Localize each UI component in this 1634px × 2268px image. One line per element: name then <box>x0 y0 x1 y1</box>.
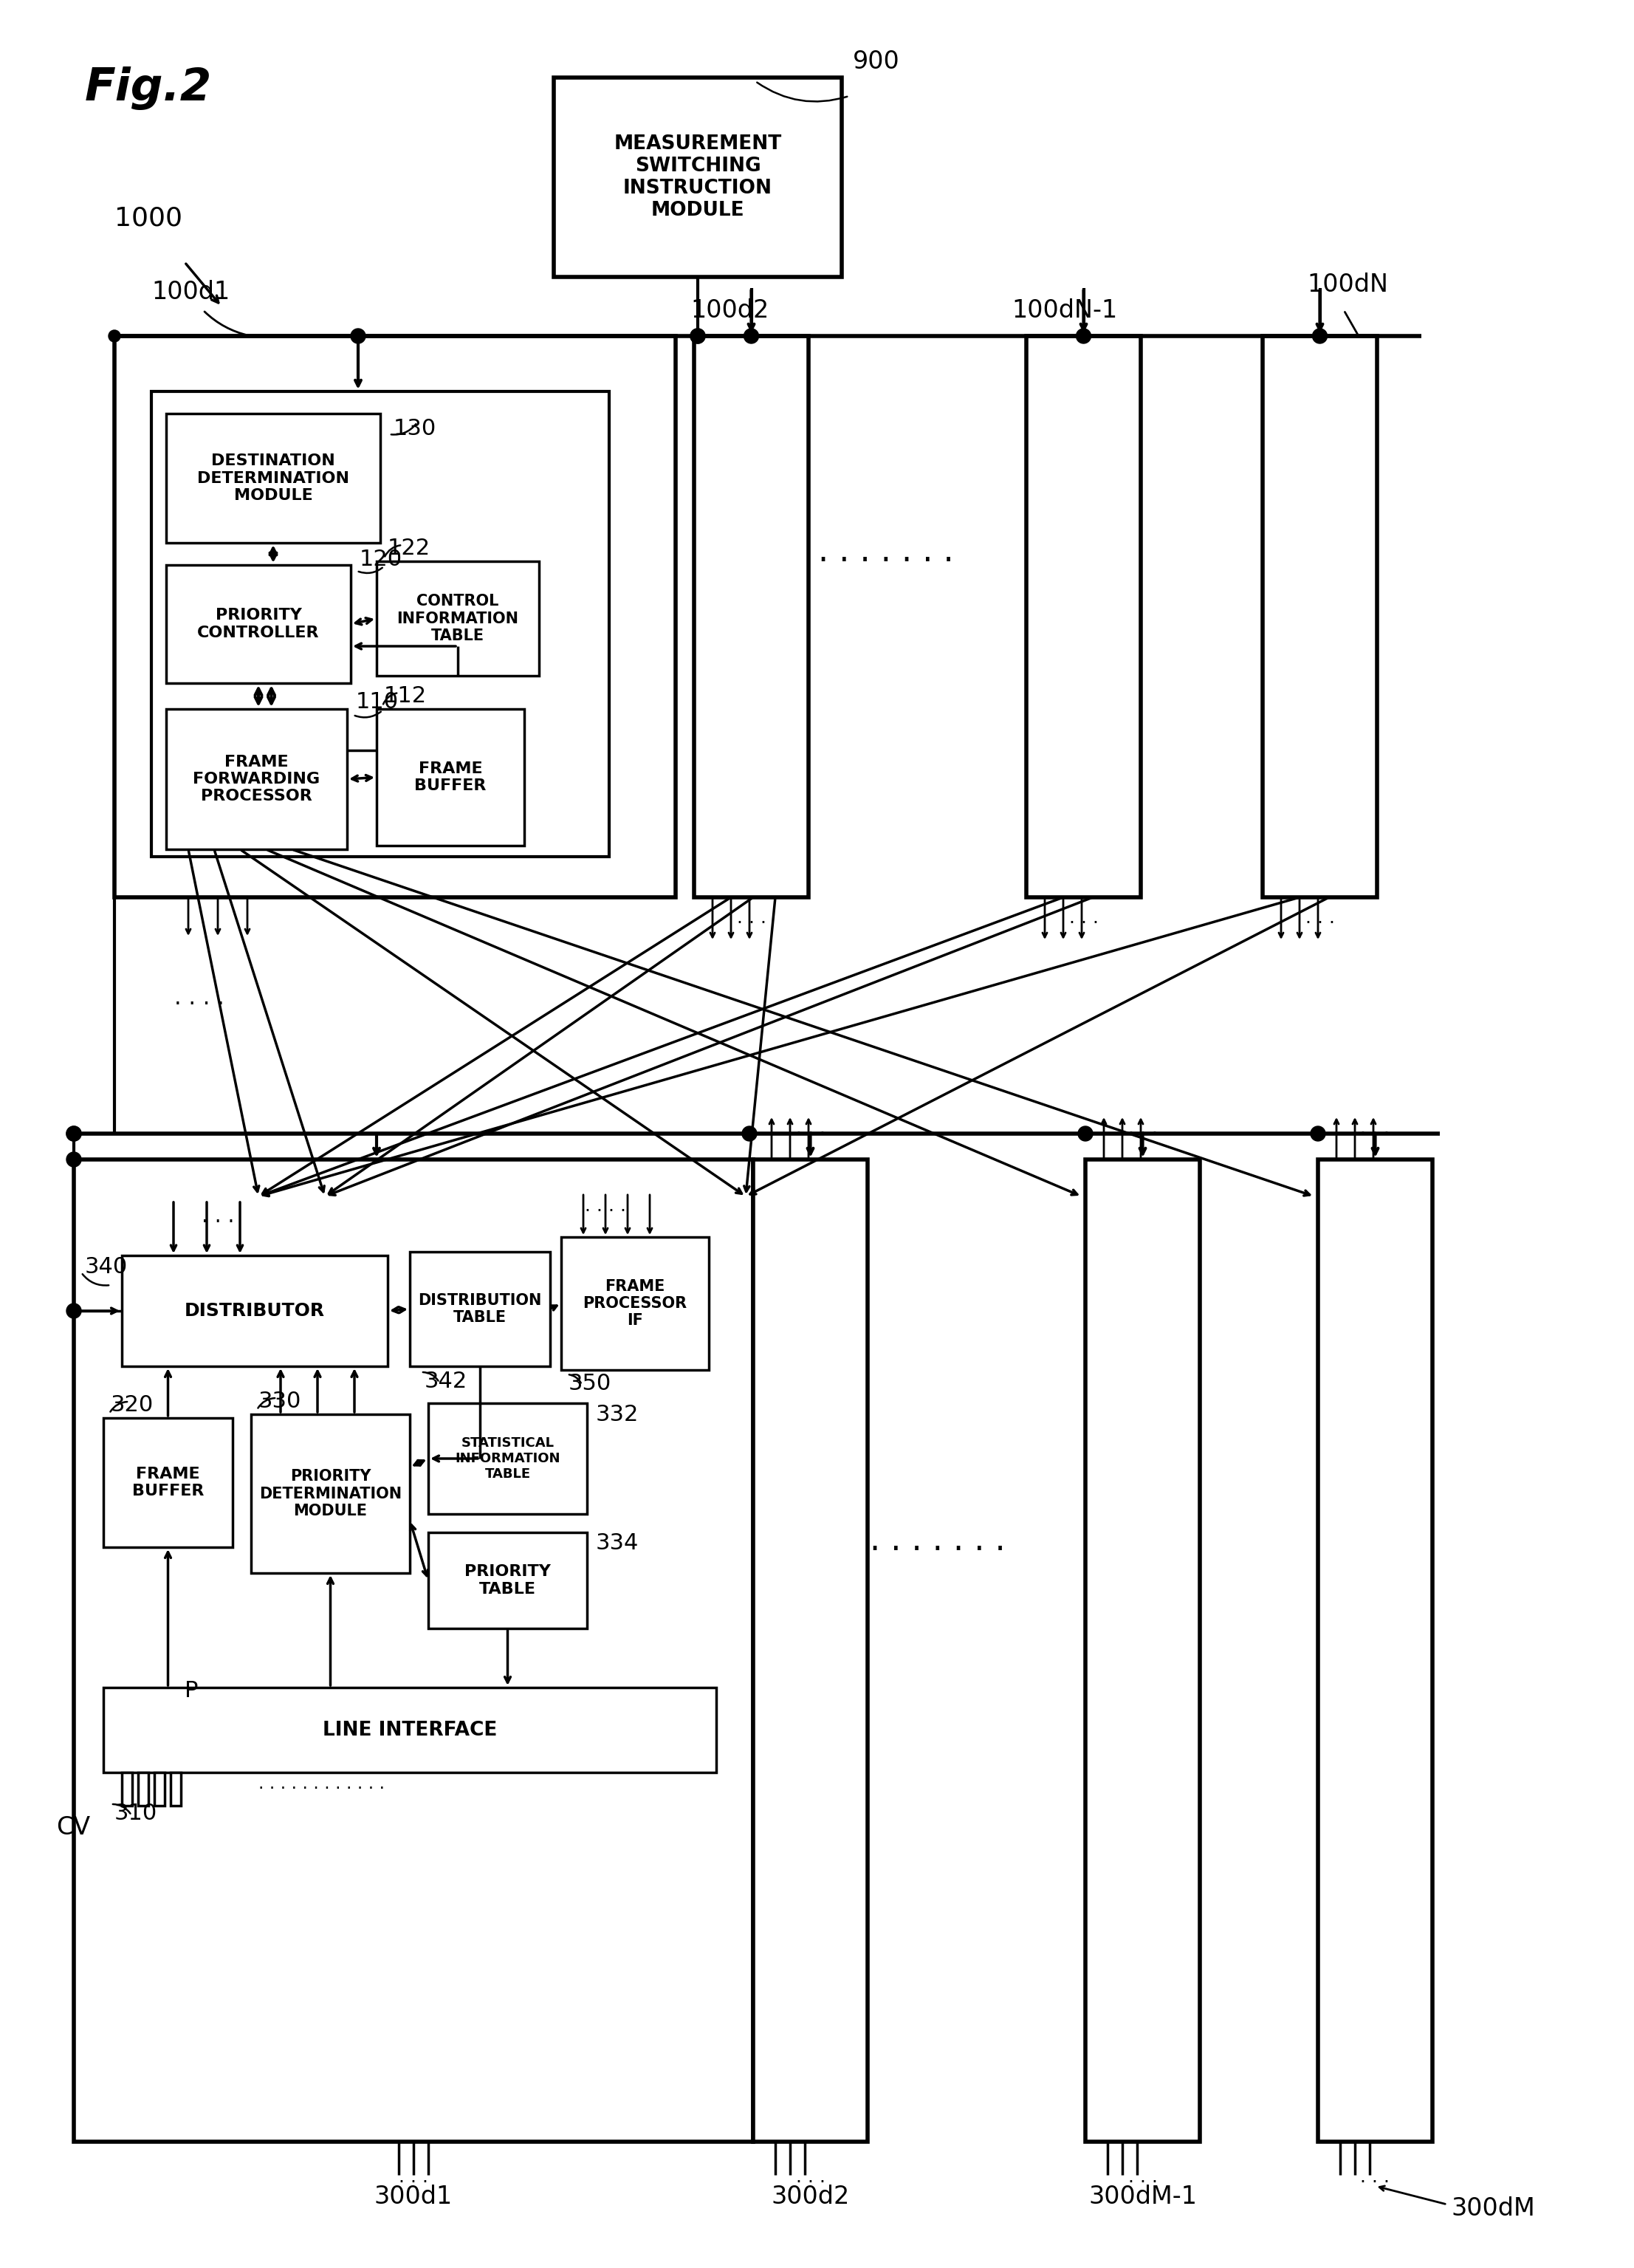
Text: PRIORITY
TABLE: PRIORITY TABLE <box>464 1565 551 1597</box>
Text: P: P <box>185 1681 198 1701</box>
Bar <box>123 1774 132 1805</box>
Text: · · · · · · ·: · · · · · · · <box>819 544 954 576</box>
Bar <box>167 710 346 848</box>
Text: · · ·: · · · <box>737 914 766 932</box>
Bar <box>252 1415 410 1574</box>
Text: · · · · · · · · · · · ·: · · · · · · · · · · · · <box>258 1780 384 1799</box>
Text: · · ·: · · · <box>399 2173 428 2191</box>
Text: 100dN: 100dN <box>1307 272 1389 297</box>
Circle shape <box>742 1127 757 1141</box>
Bar <box>554 77 842 277</box>
Bar <box>139 1774 149 1805</box>
Text: FRAME
BUFFER: FRAME BUFFER <box>132 1467 204 1499</box>
Text: DISTRIBUTOR: DISTRIBUTOR <box>185 1302 325 1320</box>
Circle shape <box>67 1127 82 1141</box>
Bar <box>694 336 809 898</box>
Text: FRAME
PROCESSOR
IF: FRAME PROCESSOR IF <box>583 1279 686 1329</box>
Bar <box>428 1533 587 1628</box>
Text: 310: 310 <box>114 1803 157 1823</box>
Text: · · ·: · · · <box>1306 914 1335 932</box>
Circle shape <box>108 331 121 342</box>
Text: 330: 330 <box>258 1390 302 1411</box>
Text: LINE INTERFACE: LINE INTERFACE <box>322 1721 497 1740</box>
Text: · · · ·: · · · · <box>585 1202 626 1220</box>
Text: · · ·: · · · <box>1127 1125 1157 1143</box>
Circle shape <box>67 1127 82 1141</box>
Bar <box>376 560 539 676</box>
Text: MEASUREMENT
SWITCHING
INSTRUCTION
MODULE: MEASUREMENT SWITCHING INSTRUCTION MODULE <box>614 134 781 220</box>
Text: 112: 112 <box>384 685 426 705</box>
Text: 300d2: 300d2 <box>771 2184 850 2209</box>
Text: 350: 350 <box>569 1372 611 1395</box>
Bar <box>152 392 609 857</box>
Bar <box>167 565 351 683</box>
Circle shape <box>743 329 758 342</box>
Bar <box>154 1774 165 1805</box>
Text: · · ·: · · · <box>1361 1125 1391 1143</box>
Text: DISTRIBUTION
TABLE: DISTRIBUTION TABLE <box>418 1293 542 1325</box>
Circle shape <box>351 329 366 342</box>
Text: · · ·: · · · <box>1361 2173 1391 2191</box>
Text: 122: 122 <box>387 538 430 558</box>
Text: 300d1: 300d1 <box>374 2184 453 2209</box>
Text: 342: 342 <box>425 1370 467 1393</box>
Circle shape <box>67 1304 82 1318</box>
Text: 300dM-1: 300dM-1 <box>1088 2184 1196 2209</box>
Text: 110: 110 <box>356 692 399 712</box>
Text: FRAME
BUFFER: FRAME BUFFER <box>415 762 487 794</box>
Text: 120: 120 <box>359 549 402 569</box>
Text: · · · · · · ·: · · · · · · · <box>869 1535 1005 1567</box>
Text: PRIORITY
CONTROLLER: PRIORITY CONTROLLER <box>198 608 320 640</box>
Text: 300dM: 300dM <box>1451 2195 1534 2220</box>
Text: · · ·: · · · <box>1069 914 1098 932</box>
Circle shape <box>691 329 706 342</box>
Bar <box>170 1774 181 1805</box>
Text: 332: 332 <box>596 1404 639 1424</box>
Text: Fig.2: Fig.2 <box>85 66 212 111</box>
Bar <box>123 1256 387 1365</box>
Bar <box>167 413 381 542</box>
Text: 340: 340 <box>85 1256 127 1277</box>
Text: CV: CV <box>56 1817 90 1839</box>
Circle shape <box>1312 329 1327 342</box>
Circle shape <box>1078 1127 1093 1141</box>
Text: DESTINATION
DETERMINATION
MODULE: DESTINATION DETERMINATION MODULE <box>198 454 350 503</box>
Text: CONTROL
INFORMATION
TABLE: CONTROL INFORMATION TABLE <box>397 594 518 644</box>
Bar <box>560 1236 709 1370</box>
Text: · · ·: · · · <box>796 1125 825 1143</box>
Bar <box>1319 1159 1433 2141</box>
Text: 334: 334 <box>596 1533 639 1554</box>
Bar <box>114 336 675 898</box>
Text: FRAME
FORWARDING
PROCESSOR: FRAME FORWARDING PROCESSOR <box>193 755 320 803</box>
Bar <box>1263 336 1377 898</box>
Bar <box>74 1159 753 2141</box>
Text: 1000: 1000 <box>114 206 183 231</box>
Bar <box>410 1252 551 1365</box>
Text: 320: 320 <box>111 1395 154 1415</box>
Text: STATISTICAL
INFORMATION
TABLE: STATISTICAL INFORMATION TABLE <box>454 1436 560 1481</box>
Bar <box>1026 336 1141 898</box>
Circle shape <box>67 1152 82 1166</box>
Circle shape <box>1310 1127 1325 1141</box>
Text: 100d1: 100d1 <box>152 279 230 304</box>
Text: 100d2: 100d2 <box>691 297 770 322</box>
Text: · · ·: · · · <box>201 1211 234 1232</box>
Text: 100dN-1: 100dN-1 <box>1011 297 1118 322</box>
Circle shape <box>691 329 706 342</box>
Bar <box>103 1687 716 1774</box>
Text: PRIORITY
DETERMINATION
MODULE: PRIORITY DETERMINATION MODULE <box>260 1470 402 1517</box>
Bar <box>103 1418 232 1547</box>
Bar <box>428 1404 587 1515</box>
Bar <box>753 1159 868 2141</box>
Circle shape <box>1077 329 1092 342</box>
Bar <box>376 710 525 846</box>
Bar <box>1085 1159 1199 2141</box>
Text: 900: 900 <box>853 50 900 75</box>
Text: · · ·: · · · <box>796 2173 825 2191</box>
Text: · · · ·: · · · · <box>175 993 224 1016</box>
Text: 130: 130 <box>394 417 436 440</box>
Text: · · ·: · · · <box>1127 2173 1157 2191</box>
